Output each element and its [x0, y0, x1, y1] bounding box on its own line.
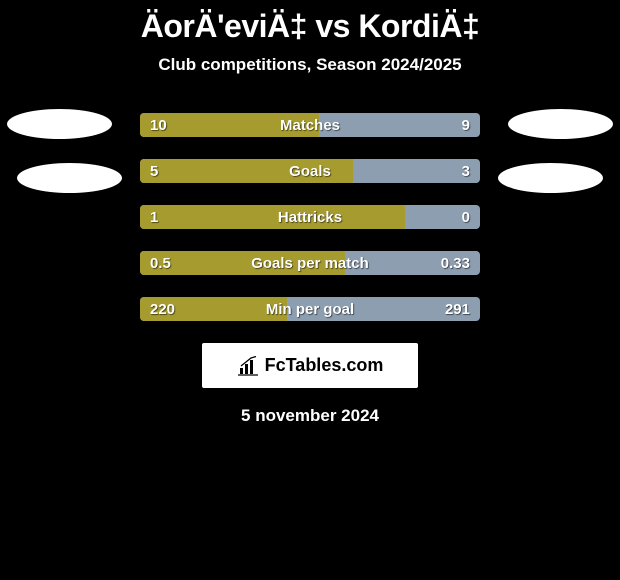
- player-left-ellipse-2: [17, 163, 122, 193]
- page-subtitle: Club competitions, Season 2024/2025: [0, 55, 620, 75]
- stat-value-right: 0: [462, 205, 470, 229]
- stat-row: 220291Min per goal: [140, 297, 480, 321]
- stat-row: 109Matches: [140, 113, 480, 137]
- stat-row: 0.50.33Goals per match: [140, 251, 480, 275]
- stat-value-right: 0.33: [441, 251, 470, 275]
- stat-value-left: 0.5: [150, 251, 171, 275]
- brand-logo: FcTables.com: [202, 343, 418, 388]
- stat-row: 10Hattricks: [140, 205, 480, 229]
- date-label: 5 november 2024: [0, 406, 620, 426]
- stat-row: 53Goals: [140, 159, 480, 183]
- comparison-chart: 109Matches53Goals10Hattricks0.50.33Goals…: [0, 113, 620, 426]
- stat-bar-left: [140, 159, 353, 183]
- stat-value-right: 291: [445, 297, 470, 321]
- stat-value-left: 5: [150, 159, 158, 183]
- stat-value-left: 220: [150, 297, 175, 321]
- brand-text: FcTables.com: [265, 355, 384, 376]
- player-right-ellipse-1: [508, 109, 613, 139]
- stat-bar-left: [140, 205, 405, 229]
- player-left-ellipse-1: [7, 109, 112, 139]
- stat-value-left: 1: [150, 205, 158, 229]
- stat-value-left: 10: [150, 113, 167, 137]
- player-right-ellipse-2: [498, 163, 603, 193]
- stat-value-right: 9: [462, 113, 470, 137]
- page-title: ÄorÄ'eviÄ‡ vs KordiÄ‡: [0, 0, 620, 45]
- bar-chart-icon: [237, 356, 259, 376]
- stat-value-right: 3: [462, 159, 470, 183]
